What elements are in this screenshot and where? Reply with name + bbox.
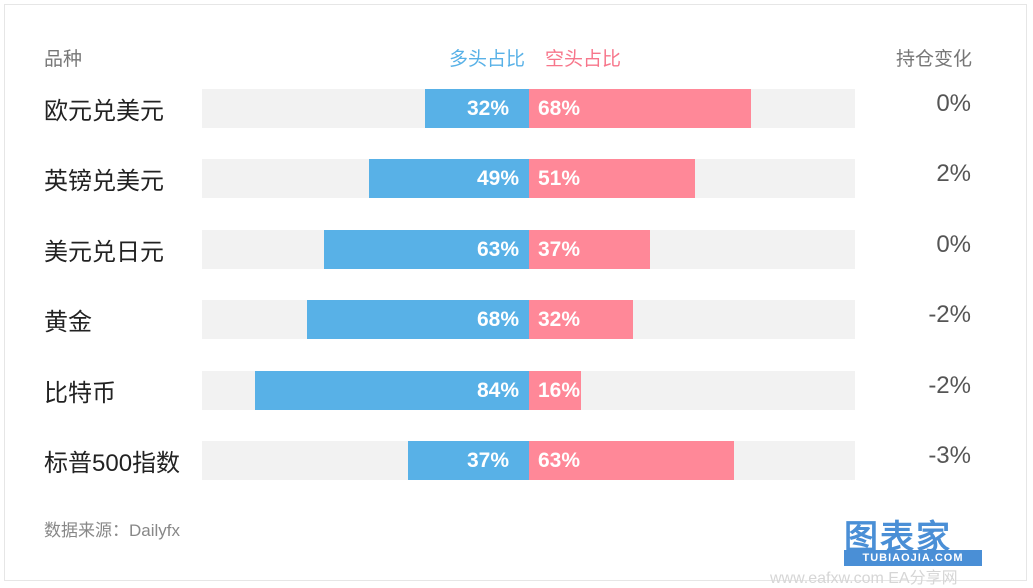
long-bar	[324, 230, 529, 269]
short-bar	[529, 89, 751, 128]
position-change-value: -2%	[928, 301, 971, 328]
long-value-label: 37%	[466, 449, 509, 472]
long-bar	[408, 441, 529, 480]
position-change-value: -3%	[928, 442, 971, 469]
long-value-label: 68%	[476, 308, 519, 331]
logo: 图表家 TUBIAOJIA.COM	[836, 510, 986, 566]
header-short-ratio: 空头占比	[545, 49, 622, 70]
category-label: 黄金	[44, 309, 92, 336]
position-change-value: -2%	[928, 372, 971, 399]
long-value-label: 63%	[476, 238, 519, 261]
category-label: 比特币	[44, 380, 116, 407]
position-change-value: 0%	[936, 231, 971, 258]
short-bar	[529, 159, 695, 198]
header-position-change: 持仓变化	[896, 49, 973, 70]
long-value-label: 49%	[476, 167, 519, 190]
position-change-value: 0%	[936, 90, 971, 117]
position-change-value: 2%	[936, 160, 971, 187]
category-label: 英镑兑美元	[44, 168, 164, 195]
category-label: 美元兑日元	[44, 239, 164, 266]
watermark: www.eafxw.com EA分享网	[770, 570, 958, 587]
data-source: 数据来源：Dailyfx	[44, 521, 181, 540]
long-bar	[307, 300, 529, 339]
short-bar	[529, 371, 581, 410]
long-value-label: 84%	[476, 379, 519, 402]
long-bar	[369, 159, 529, 198]
category-label: 欧元兑美元	[44, 98, 164, 125]
header-long-ratio: 多头占比	[449, 49, 526, 70]
short-value-label: 37%	[538, 238, 581, 261]
short-bar	[529, 300, 633, 339]
short-value-label: 32%	[538, 308, 581, 331]
category-label: 标普500指数	[44, 450, 181, 477]
short-value-label: 16%	[538, 379, 581, 402]
short-value-label: 68%	[538, 97, 581, 120]
header-category: 品种	[44, 49, 83, 70]
short-bar	[529, 441, 734, 480]
long-bar	[255, 371, 529, 410]
short-bar	[529, 230, 650, 269]
long-value-label: 32%	[466, 97, 509, 120]
short-value-label: 63%	[538, 449, 581, 472]
short-value-label: 51%	[538, 167, 581, 190]
logo-sub-text: TUBIAOJIA.COM	[844, 550, 982, 566]
long-bar	[425, 89, 529, 128]
